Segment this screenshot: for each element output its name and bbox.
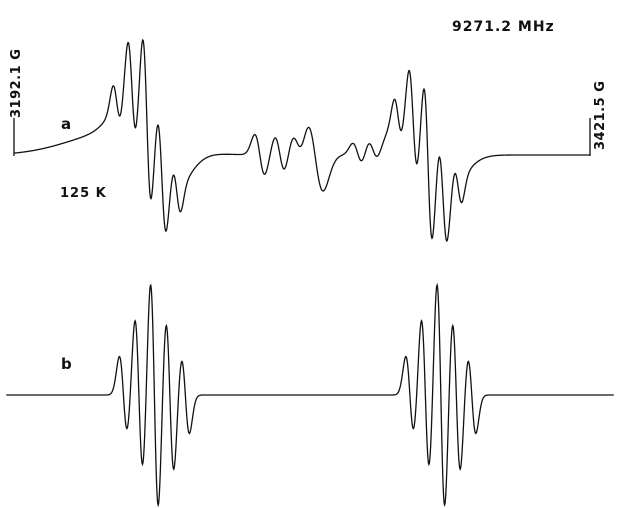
field-start-label: 3192.1 G <box>9 48 24 118</box>
field-end-label: 3421.5 G <box>593 80 608 150</box>
spectrum-b-line <box>6 282 614 508</box>
spectrum-a-line <box>13 38 590 243</box>
frequency-label: 9271.2 MHz <box>452 19 555 35</box>
spectrum-b-tag: b <box>61 355 72 373</box>
spectrum-a-tag: a <box>61 115 72 133</box>
axis-marks <box>13 118 591 156</box>
temperature-label: 125 K <box>60 186 107 201</box>
